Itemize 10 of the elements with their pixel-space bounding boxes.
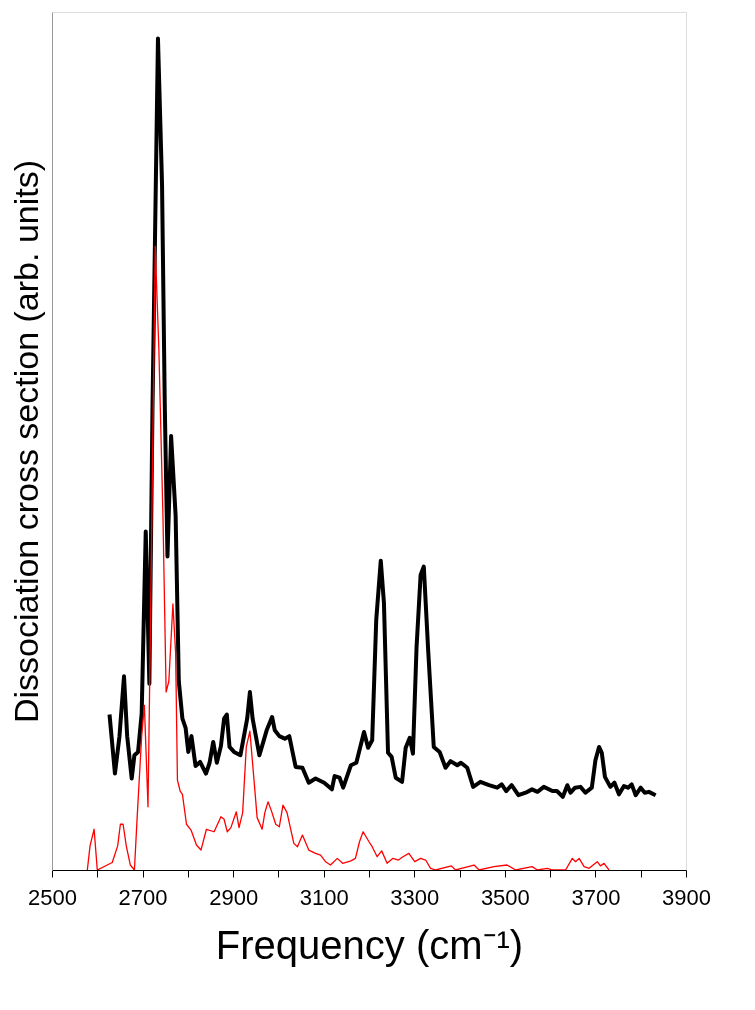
x-tick-label: 3900 (662, 884, 711, 910)
x-tick-label: 3500 (480, 884, 530, 910)
x-tick-label: 3300 (390, 884, 440, 910)
x-tick-label: 3700 (571, 884, 621, 910)
x-axis-title: Frequency (cm⁻¹) (215, 922, 524, 967)
x-tick-label: 2700 (118, 884, 168, 910)
y-axis-title: Dissociation cross section (arb. units) (6, 159, 45, 724)
x-tick-label: 3100 (299, 884, 349, 910)
x-tick-label: 2500 (28, 884, 77, 910)
x-tick-label: 2900 (209, 884, 259, 910)
